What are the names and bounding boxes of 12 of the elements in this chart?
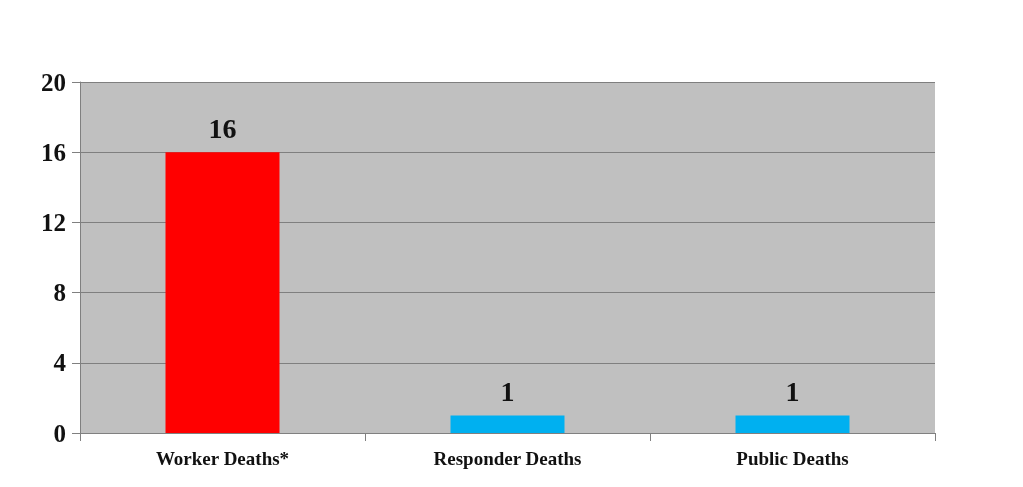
y-tick-label: 0 [53, 419, 66, 447]
x-tick-label: Worker Deaths* [155, 448, 290, 469]
y-tick-label: 8 [53, 279, 66, 307]
data-label: 16 [208, 112, 237, 144]
x-tick-label: Responder Deaths [433, 448, 582, 469]
y-tick-label: 20 [41, 68, 66, 96]
x-tick-label: Public Deaths [736, 448, 849, 469]
y-tick-label: 4 [53, 349, 67, 377]
data-label: 1 [500, 375, 515, 407]
y-tick-label: 12 [41, 208, 66, 236]
y-tick-label: 16 [41, 138, 66, 166]
data-label: 1 [785, 375, 800, 407]
